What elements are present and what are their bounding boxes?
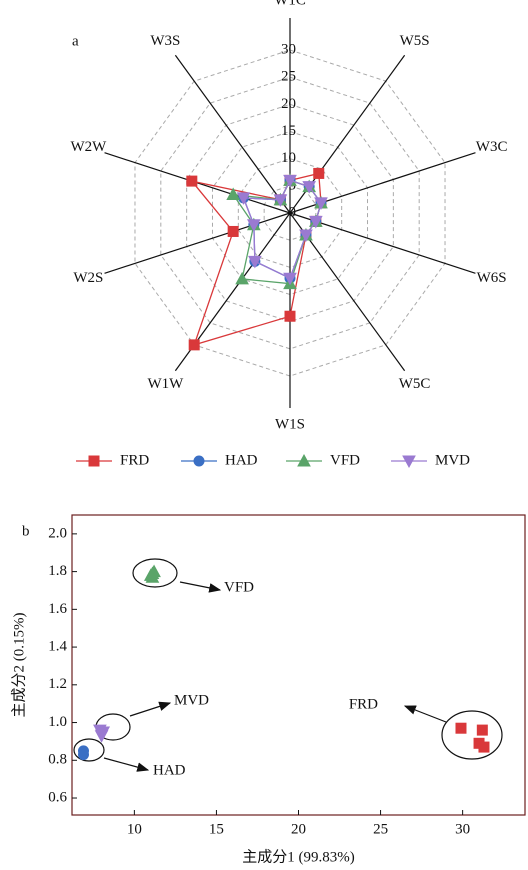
marker bbox=[186, 175, 198, 187]
axis-label: W2S bbox=[73, 270, 103, 286]
axis-label: W5S bbox=[400, 33, 430, 49]
marker bbox=[96, 726, 111, 740]
r-tick-label: 10 bbox=[281, 150, 296, 166]
marker bbox=[302, 181, 317, 194]
r-tick-label: 20 bbox=[281, 96, 296, 112]
x-tick-label: 15 bbox=[209, 821, 224, 837]
axis-label: W5C bbox=[399, 376, 431, 392]
y-tick-label: 1.2 bbox=[48, 676, 67, 692]
plot-frame bbox=[71, 514, 526, 816]
y-axis-title: 主成分2 (0.15%) bbox=[10, 613, 27, 718]
marker bbox=[246, 219, 261, 232]
r-tick-label: 25 bbox=[281, 69, 296, 85]
y-tick-label: 0.8 bbox=[48, 752, 67, 768]
axis-label: W1W bbox=[147, 376, 184, 392]
y-tick-label: 1.4 bbox=[48, 639, 67, 655]
marker bbox=[478, 741, 490, 753]
marker bbox=[143, 568, 158, 581]
legend-marker bbox=[402, 455, 416, 469]
spoke bbox=[174, 54, 291, 214]
y-tick-label: 1.8 bbox=[48, 563, 67, 579]
panel-label: b bbox=[22, 523, 30, 539]
marker bbox=[476, 724, 488, 736]
r-tick-label: 30 bbox=[281, 41, 296, 57]
y-tick-label: 0.6 bbox=[48, 789, 67, 805]
cluster-label: VFD bbox=[224, 579, 254, 595]
marker bbox=[283, 174, 297, 188]
marker bbox=[77, 749, 89, 761]
r-tick-label: 15 bbox=[281, 123, 296, 139]
cluster-label: HAD bbox=[153, 762, 186, 778]
axis-label: W3S bbox=[150, 33, 180, 49]
marker bbox=[248, 255, 262, 269]
legend-marker bbox=[297, 453, 311, 467]
legend-marker bbox=[88, 455, 100, 467]
marker bbox=[226, 187, 241, 201]
axis-label: W6S bbox=[477, 270, 507, 286]
legend-label: HAD bbox=[225, 452, 258, 468]
axis-label: W2W bbox=[70, 139, 107, 155]
marker bbox=[227, 225, 239, 237]
legend-label: FRD bbox=[120, 452, 149, 468]
y-tick-label: 1.0 bbox=[48, 714, 67, 730]
legend-marker bbox=[193, 455, 205, 467]
marker bbox=[299, 229, 313, 243]
marker bbox=[308, 215, 323, 229]
marker bbox=[273, 194, 288, 207]
x-tick-label: 10 bbox=[127, 821, 142, 837]
marker bbox=[455, 722, 467, 734]
annotation-shapes bbox=[73, 558, 503, 772]
y-tick-label: 1.6 bbox=[48, 601, 67, 617]
spoke bbox=[104, 212, 291, 274]
cluster-label: FRD bbox=[349, 696, 378, 712]
axis-label: W1C bbox=[274, 0, 306, 8]
marker bbox=[284, 310, 296, 322]
marker bbox=[314, 197, 328, 210]
x-tick-label: 25 bbox=[373, 821, 388, 837]
x-axis-title: 主成分1 (99.83%) bbox=[242, 848, 355, 865]
marker bbox=[235, 271, 249, 285]
marker bbox=[283, 272, 297, 286]
x-tick-label: 30 bbox=[455, 821, 470, 837]
legend-label: MVD bbox=[435, 452, 470, 468]
marker bbox=[313, 167, 325, 179]
cluster-label: MVD bbox=[174, 692, 209, 708]
marker bbox=[236, 192, 251, 205]
panel-label: a bbox=[72, 33, 79, 49]
x-tick-label: 20 bbox=[291, 821, 306, 837]
legend-label: VFD bbox=[330, 452, 360, 468]
axis-label: W3C bbox=[476, 139, 508, 155]
y-tick-label: 2.0 bbox=[48, 525, 67, 541]
marker bbox=[188, 339, 200, 351]
axis-label: W1S bbox=[275, 416, 305, 432]
